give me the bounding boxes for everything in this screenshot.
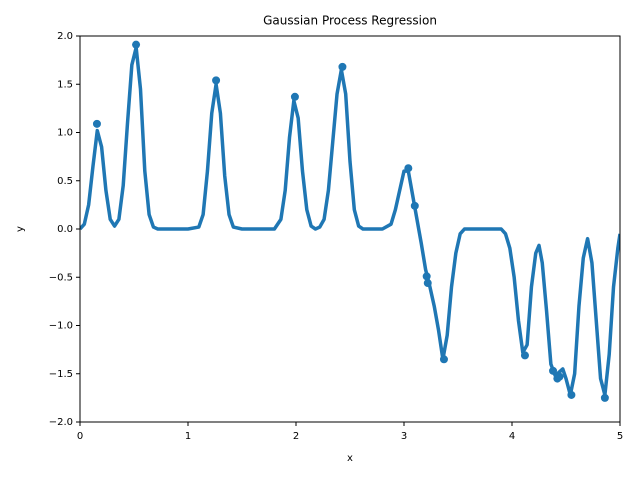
y-tick-label: −1.0 [49,321,73,332]
data-point [404,164,413,173]
chart-title: Gaussian Process Regression [263,14,437,28]
plot-frame [79,35,621,423]
y-tick-label: 2.0 [57,31,73,42]
x-tick-label: 0 [77,431,83,442]
x-tick-label: 4 [509,431,515,442]
x-tick-label: 1 [185,431,191,442]
data-point [555,372,564,381]
y-tick-label: 1.5 [57,79,73,90]
data-point [520,351,529,360]
y-tick-label: −1.5 [49,369,73,380]
data-point [549,366,558,375]
data-point [567,390,576,399]
x-tick-label: 2 [293,431,299,442]
y-tick-label: 0.0 [57,224,73,235]
data-point [423,279,432,288]
data-point [132,40,141,49]
data-point [338,62,347,71]
regression-line [80,45,620,397]
data-point [600,393,609,402]
data-point [422,272,431,281]
y-tick-label: 1.0 [57,128,73,139]
data-point [212,76,221,85]
y-tick-label: −0.5 [49,272,73,283]
y-axis-label: y [15,226,26,232]
data-point [290,92,299,101]
x-tick-label: 3 [401,431,407,442]
y-tick-label: −2.0 [49,417,73,428]
x-axis-label: x [347,453,353,464]
data-point [410,201,419,210]
data-point [92,119,101,128]
x-tick-label: 5 [617,431,623,442]
data-point [439,355,448,364]
y-tick-label: 0.5 [57,176,73,187]
